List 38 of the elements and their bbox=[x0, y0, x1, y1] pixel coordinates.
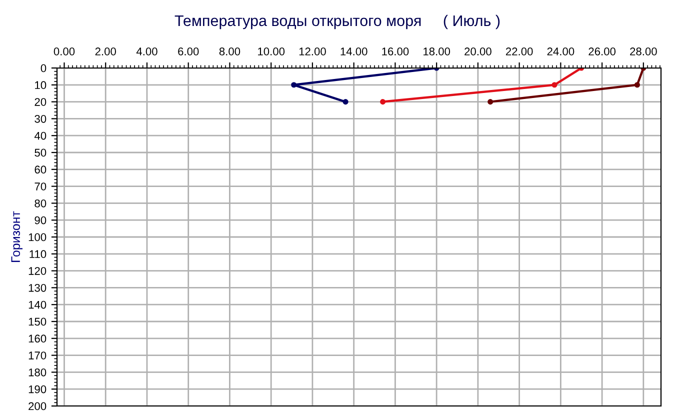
chart-title: Температура воды открытого моря ( Июль ) bbox=[174, 14, 500, 30]
y-tick-label: 20 bbox=[34, 98, 46, 106]
y-tick-label: 90 bbox=[34, 216, 46, 224]
y-tick-label: 50 bbox=[34, 148, 46, 157]
y-tick-label: 60 bbox=[34, 166, 46, 174]
x-tick-label: 24.00 bbox=[547, 48, 574, 56]
y-tick-label: 30 bbox=[34, 114, 46, 123]
y-tick-label: 100 bbox=[28, 233, 46, 242]
x-tick-label: 26.00 bbox=[588, 48, 616, 56]
y-tick-label: 10 bbox=[35, 81, 46, 90]
x-tick-label: 22.00 bbox=[506, 48, 533, 56]
x-tick-label: 0.00 bbox=[54, 48, 75, 56]
y-tick-label: 120 bbox=[28, 267, 46, 275]
y-tick-label: 170 bbox=[28, 352, 46, 360]
x-tick-label: 6.00 bbox=[178, 48, 199, 56]
y-tick-label: 200 bbox=[28, 402, 46, 410]
y-tick-label: 140 bbox=[28, 300, 46, 309]
x-tick-label: 18.00 bbox=[424, 48, 450, 56]
y-tick-label: 150 bbox=[28, 318, 46, 326]
y-tick-label: 110 bbox=[30, 250, 46, 258]
y-axis-title: Горизонт bbox=[11, 211, 22, 262]
y-tick-label: 130 bbox=[28, 284, 46, 292]
x-tick-label: 14.00 bbox=[340, 48, 368, 56]
x-tick-label: 8.00 bbox=[219, 48, 240, 56]
y-tick-label: 70 bbox=[34, 182, 46, 190]
x-tick-label: 20.00 bbox=[464, 48, 492, 56]
x-tick-label: 28.00 bbox=[630, 48, 657, 56]
x-tick-label: 2.00 bbox=[95, 48, 116, 56]
y-tick-label: 80 bbox=[34, 199, 46, 208]
x-tick-label: 16.00 bbox=[382, 48, 409, 56]
x-tick-label: 12.00 bbox=[299, 48, 326, 56]
y-tick-label: 180 bbox=[28, 368, 46, 376]
y-tick-label: 160 bbox=[28, 334, 46, 343]
y-tick-label: 190 bbox=[28, 385, 46, 394]
x-tick-label: 10.00 bbox=[258, 48, 285, 56]
x-tick-label: 4.00 bbox=[136, 48, 158, 56]
y-tick-label: 40 bbox=[34, 132, 46, 140]
y-tick-label: 0 bbox=[40, 64, 46, 72]
